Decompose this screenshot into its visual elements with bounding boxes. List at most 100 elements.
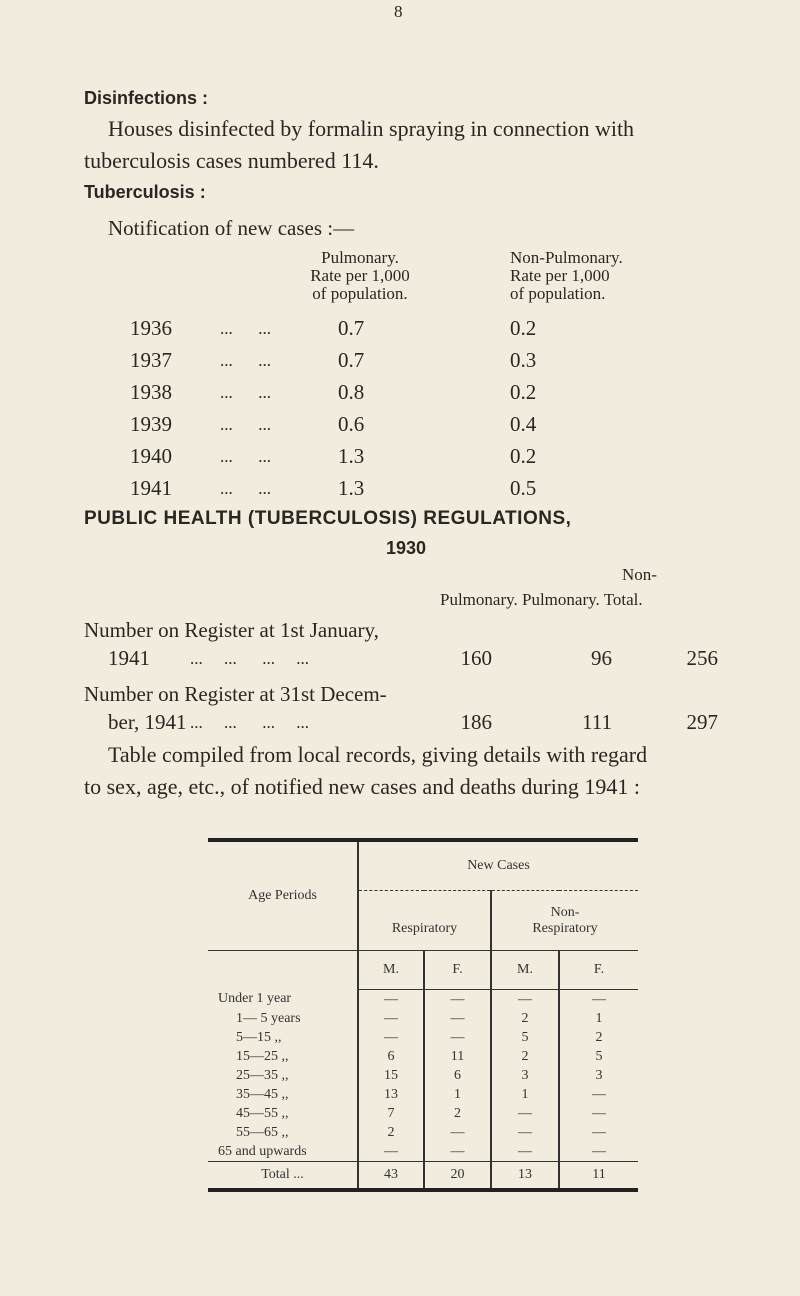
age-period: 35—45 ,, (236, 1086, 289, 1102)
leader-dots: ... ... (220, 479, 271, 498)
age-period: 45—55 ,, (236, 1105, 289, 1121)
para-line: tuberculosis cases numbered 114. (84, 148, 379, 173)
cell: — (357, 1028, 424, 1047)
tuberculosis-heading: Tuberculosis : (84, 182, 206, 202)
cell: 15 (357, 1066, 424, 1085)
non-pulmonary-rate: 0.2 (510, 316, 537, 340)
f-header: F. (558, 950, 638, 990)
table-row: 5—15 ,, — —5 2 (208, 1028, 638, 1047)
table-intro: Table compiled from local records, givin… (108, 742, 648, 767)
total-row: Total ... 43 20 13 11 (208, 1161, 638, 1190)
leader-dots: ... ... (220, 447, 271, 466)
cell: 7 (357, 1104, 424, 1123)
age-table: Age Periods New Cases Respiratory Non- Re… (208, 838, 638, 1192)
leader-dots: ... ... ... ... (190, 713, 309, 732)
cell: — (423, 989, 491, 1009)
cell: — (490, 1142, 559, 1162)
age-period: 25—35 ,, (236, 1067, 289, 1083)
table-row: 65 and upwards — — — — (208, 1142, 638, 1162)
regulations-year: 1930 (386, 538, 427, 558)
non-pulmonary-rate: 0.5 (510, 476, 537, 500)
age-period: Under 1 year (218, 991, 292, 1007)
f-header: F. (423, 950, 491, 990)
cell: 11 (423, 1047, 491, 1066)
rate-year: 1939 (130, 412, 172, 436)
col-header-non: Non- (622, 565, 657, 584)
new-cases-header: New Cases (357, 840, 638, 891)
register-value: 256 (686, 646, 719, 670)
leader-dots: ... ... (220, 319, 271, 338)
notification-label: Notification of new cases :— (108, 216, 355, 240)
pulmonary-rate: 0.8 (338, 380, 365, 404)
non-pulmonary-rate: 0.2 (510, 380, 537, 404)
cell: — (558, 989, 638, 1009)
register-value: 186 (460, 710, 493, 734)
non-pulmonary-header: Non-Pulmonary. (510, 248, 623, 267)
rate-year: 1936 (130, 316, 172, 340)
table-row: 55—65 ,, 2— — — (208, 1123, 638, 1142)
pulmonary-rate: 0.6 (338, 412, 365, 436)
disinfections-heading: Disinfections : (84, 88, 209, 108)
cell: — (423, 1123, 491, 1142)
register-label: ber, 1941 (108, 710, 187, 734)
cell: — (423, 1009, 491, 1028)
rate-year: 1940 (130, 444, 172, 468)
non-pulmonary-header: of population. (510, 284, 606, 303)
cell: 13 (357, 1085, 424, 1104)
register-label: Number on Register at 31st Decem- (84, 682, 387, 706)
para-line: Houses disinfected by formalin spraying … (108, 116, 635, 141)
age-header: Age Periods (208, 840, 358, 951)
cell: — (558, 1142, 638, 1162)
cell: 3 (558, 1066, 638, 1085)
non-pulmonary-rate: 0.4 (510, 412, 537, 436)
total-cell: 20 (423, 1161, 491, 1190)
register-label: 1941 (108, 646, 150, 670)
cell: — (423, 1142, 491, 1162)
respiratory-header: Respiratory (357, 890, 491, 951)
register-value: 160 (460, 646, 493, 670)
cell: — (558, 1123, 638, 1142)
cell: — (357, 1009, 424, 1028)
leader-dots: ... ... ... ... (190, 649, 309, 668)
non-respiratory-header: Non- Respiratory (490, 890, 638, 951)
non-pulmonary-header: Rate per 1,000 (510, 266, 610, 285)
pulmonary-header: Pulmonary. (321, 248, 399, 267)
cell: — (490, 1123, 559, 1142)
leader-dots: ... ... (220, 415, 271, 434)
rate-year: 1941 (130, 476, 172, 500)
age-period: 65 and upwards (218, 1143, 307, 1159)
table-row: 1— 5 years — —2 1 (208, 1009, 638, 1028)
register-label: Number on Register at 1st January, (84, 618, 379, 642)
cell: 6 (423, 1066, 491, 1085)
cell: 2 (357, 1123, 424, 1142)
leader-dots: ... ... (220, 383, 271, 402)
rate-year: 1938 (130, 380, 172, 404)
pulmonary-header: Rate per 1,000 (310, 266, 410, 285)
cell: 3 (490, 1066, 559, 1085)
pulmonary-rate: 1.3 (338, 476, 365, 500)
age-period: 55—65 ,, (236, 1124, 289, 1140)
cell: — (357, 989, 424, 1009)
cell: 1 (423, 1085, 491, 1104)
table-row: Under 1 year — — — — (208, 989, 638, 1009)
pulmonary-rate: 0.7 (338, 316, 365, 340)
cell: — (490, 989, 559, 1009)
pulmonary-header: of population. (312, 284, 408, 303)
table-row: 45—55 ,, 7 2— — (208, 1104, 638, 1123)
cell: 5 (490, 1028, 559, 1047)
total-cell: 13 (490, 1161, 559, 1190)
cell: — (490, 1104, 559, 1123)
leader-dots: ... ... (220, 351, 271, 370)
age-period: 5—15 ,, (236, 1029, 282, 1045)
cell: 2 (490, 1009, 559, 1028)
cell: 2 (558, 1028, 638, 1047)
cell: 2 (423, 1104, 491, 1123)
cell: — (423, 1028, 491, 1047)
age-period: 15—25 ,, (236, 1048, 289, 1064)
pulmonary-rate: 0.7 (338, 348, 365, 372)
age-period: 1— 5 years (236, 1010, 301, 1026)
m-header: M. (357, 950, 424, 990)
table-intro: to sex, age, etc., of notified new cases… (84, 774, 640, 799)
cell: — (558, 1085, 638, 1104)
